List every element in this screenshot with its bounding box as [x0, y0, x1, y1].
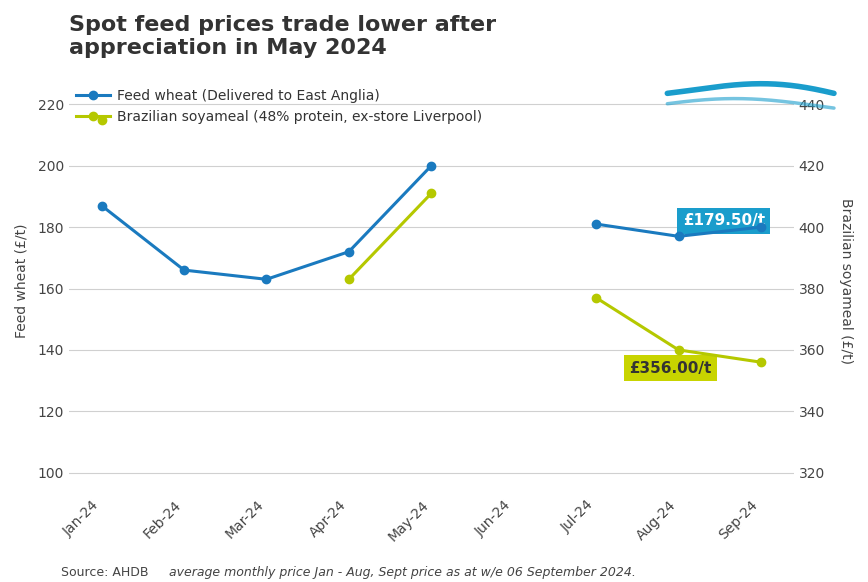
Text: £179.50/t: £179.50/t [683, 214, 765, 229]
Legend: Feed wheat (Delivered to East Anglia), Brazilian soyameal (48% protein, ex-store: Feed wheat (Delivered to East Anglia), B… [76, 89, 483, 124]
Text: Spot feed prices trade lower after
appreciation in May 2024: Spot feed prices trade lower after appre… [69, 15, 496, 58]
Y-axis label: Feed wheat (£/t): Feed wheat (£/t) [15, 223, 29, 338]
Text: £356.00/t: £356.00/t [629, 361, 712, 376]
Text: Source: AHDB: Source: AHDB [61, 566, 148, 579]
Y-axis label: Brazilian soyameal (£/t): Brazilian soyameal (£/t) [839, 198, 853, 364]
Text: average monthly price Jan - Aug, Sept price as at w/e 06 September 2024.: average monthly price Jan - Aug, Sept pr… [169, 566, 636, 579]
